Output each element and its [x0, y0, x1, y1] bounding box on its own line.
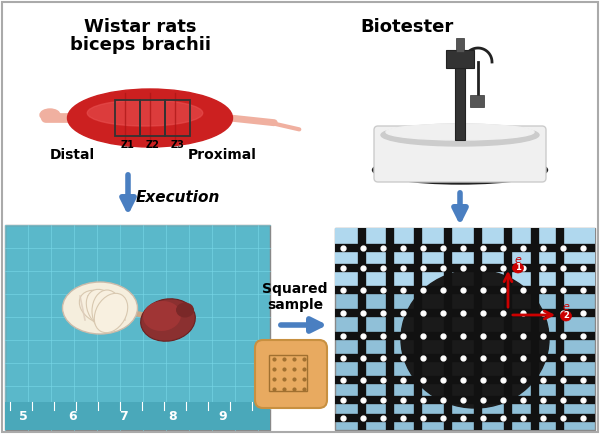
Bar	[335, 228, 595, 430]
Bar	[165, 100, 190, 136]
FancyArrowPatch shape	[131, 312, 145, 316]
Text: Squared
sample: Squared sample	[262, 282, 328, 312]
Ellipse shape	[67, 89, 233, 147]
Text: Biotester: Biotester	[360, 18, 453, 36]
Text: Z1: Z1	[121, 140, 134, 150]
Text: Wistar rats: Wistar rats	[84, 18, 196, 36]
Text: 8: 8	[169, 410, 178, 423]
FancyArrowPatch shape	[270, 123, 299, 129]
Ellipse shape	[381, 124, 539, 146]
Ellipse shape	[176, 302, 194, 318]
Text: Z3: Z3	[170, 140, 184, 150]
Bar	[446, 50, 474, 68]
Ellipse shape	[86, 289, 120, 329]
Ellipse shape	[401, 270, 549, 408]
Text: 2: 2	[563, 312, 569, 320]
Ellipse shape	[140, 299, 196, 341]
Ellipse shape	[62, 282, 137, 334]
Text: biceps brachii: biceps brachii	[70, 36, 211, 54]
Bar	[269, 355, 307, 391]
Text: Proximal: Proximal	[188, 148, 256, 162]
Text: 1: 1	[515, 263, 521, 273]
Text: Distal: Distal	[49, 148, 95, 162]
Bar	[5, 225, 270, 430]
Ellipse shape	[87, 100, 203, 126]
FancyBboxPatch shape	[255, 340, 327, 408]
Ellipse shape	[79, 290, 119, 324]
Ellipse shape	[373, 156, 548, 184]
FancyArrowPatch shape	[233, 118, 274, 123]
Ellipse shape	[560, 311, 571, 321]
Ellipse shape	[40, 109, 60, 121]
Ellipse shape	[94, 293, 128, 333]
Bar	[456, 38, 464, 52]
Text: Execution: Execution	[136, 191, 220, 206]
Ellipse shape	[74, 290, 116, 320]
Text: Z2: Z2	[146, 140, 160, 150]
Bar	[470, 95, 484, 107]
Bar	[140, 100, 165, 136]
Text: 9: 9	[218, 410, 227, 423]
Bar	[5, 402, 270, 430]
Text: 6: 6	[68, 410, 77, 423]
Bar	[455, 62, 465, 140]
Ellipse shape	[143, 301, 181, 331]
Text: 7: 7	[119, 410, 127, 423]
Ellipse shape	[386, 124, 534, 140]
Bar	[115, 100, 140, 136]
FancyBboxPatch shape	[374, 126, 546, 182]
Text: 5: 5	[19, 410, 28, 423]
Text: e: e	[514, 255, 521, 265]
Text: e: e	[562, 302, 569, 312]
Bar	[335, 228, 595, 288]
Ellipse shape	[92, 290, 122, 332]
Ellipse shape	[512, 263, 523, 273]
